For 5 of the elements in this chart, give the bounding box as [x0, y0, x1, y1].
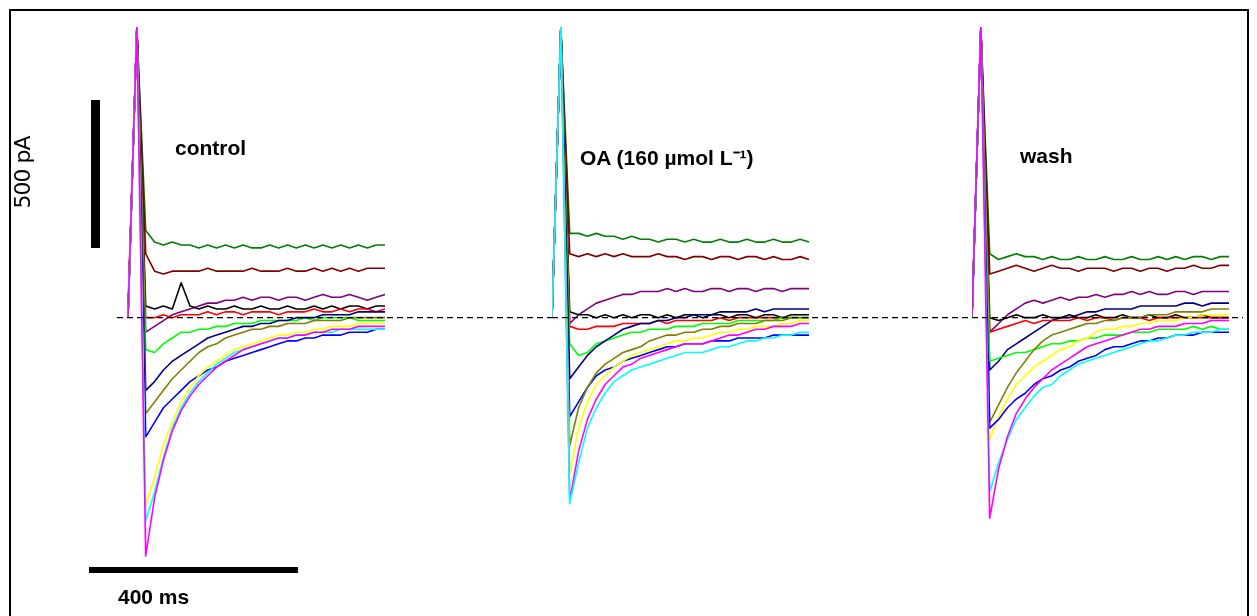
text: 500 pA	[9, 136, 35, 209]
text: 400 ms	[118, 585, 190, 609]
text: OA (160 µmol L⁻¹)	[580, 146, 754, 169]
text: wash	[1019, 144, 1073, 167]
text: control	[175, 136, 247, 159]
